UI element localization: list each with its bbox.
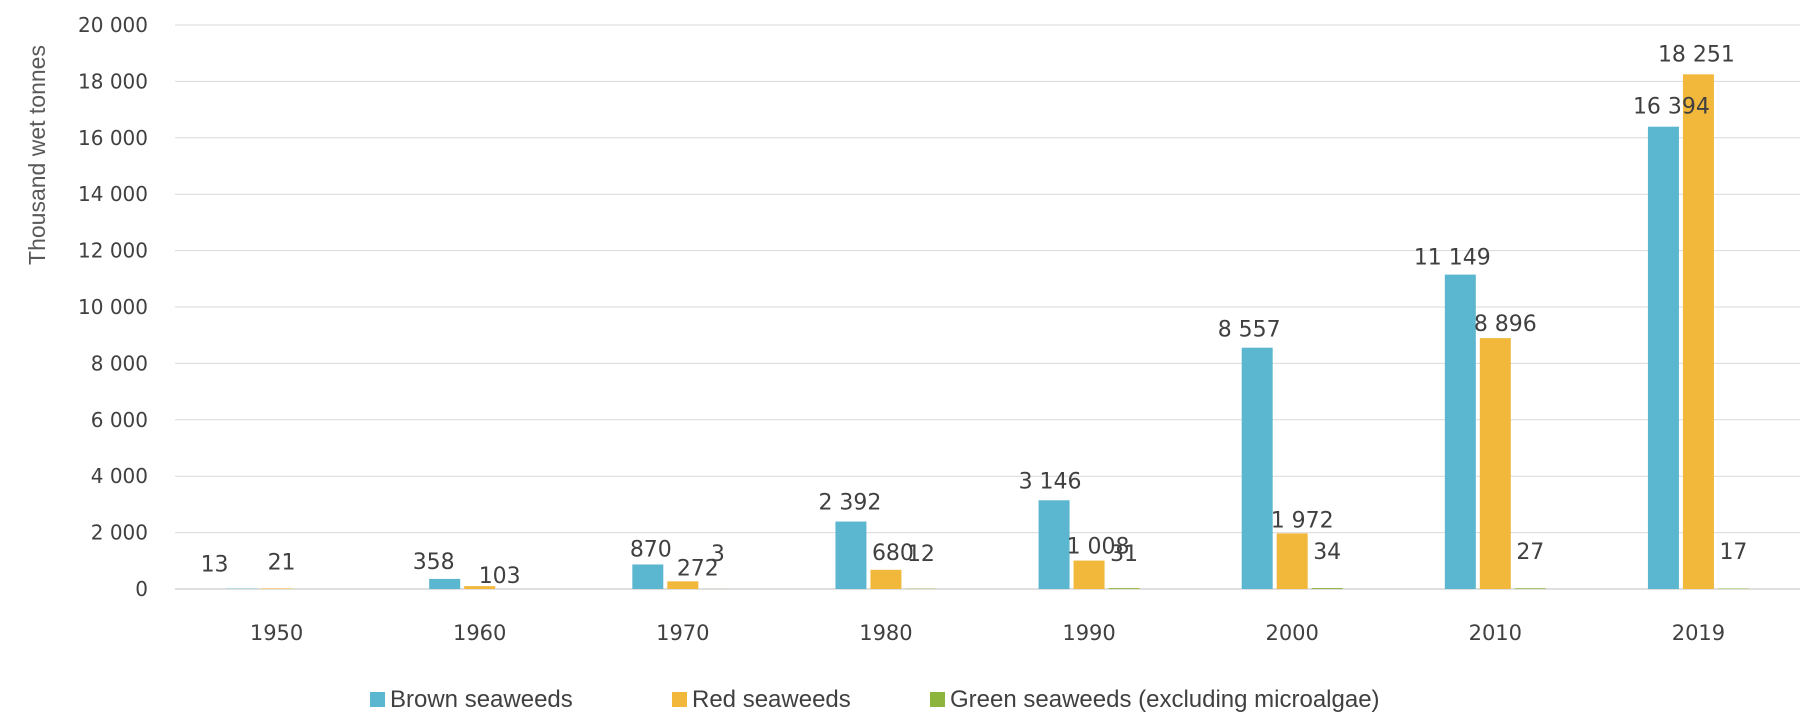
gridlines bbox=[175, 24, 1800, 590]
data-label: 8 896 bbox=[1474, 312, 1537, 337]
data-label: 11 149 bbox=[1414, 246, 1491, 271]
x-tick-label: 1960 bbox=[453, 621, 506, 645]
x-tick-label: 2019 bbox=[1672, 621, 1725, 645]
data-label: 3 bbox=[711, 542, 725, 567]
bar-brown-seaweeds-2010 bbox=[1444, 274, 1476, 589]
x-tick-label: 2010 bbox=[1469, 621, 1522, 645]
data-label: 1 972 bbox=[1271, 508, 1334, 533]
legend-swatch bbox=[370, 692, 385, 707]
data-label: 18 251 bbox=[1658, 42, 1735, 67]
bar-brown-seaweeds-2019 bbox=[1647, 126, 1679, 589]
data-label: 16 394 bbox=[1633, 95, 1710, 120]
bar-brown-seaweeds-2000 bbox=[1241, 347, 1273, 589]
data-label: 2 392 bbox=[818, 491, 881, 516]
y-tick-label: 20 000 bbox=[78, 13, 148, 37]
data-label: 21 bbox=[268, 550, 296, 575]
legend-swatch bbox=[672, 692, 687, 707]
bar-red-seaweeds-1970 bbox=[667, 581, 699, 589]
legend-label: Brown seaweeds bbox=[390, 686, 573, 713]
bar-red-seaweeds-2019 bbox=[1682, 74, 1714, 590]
bar-brown-seaweeds-1980 bbox=[835, 521, 867, 589]
data-label: 272 bbox=[677, 556, 719, 581]
bar-brown-seaweeds-1970 bbox=[632, 564, 664, 589]
x-tick-label: 2000 bbox=[1265, 621, 1318, 645]
data-label: 12 bbox=[907, 542, 935, 567]
y-tick-label: 2 000 bbox=[91, 521, 148, 545]
data-label: 680 bbox=[872, 541, 914, 566]
data-label: 8 557 bbox=[1218, 318, 1281, 343]
y-axis-ticks: 0 2 000 4 000 6 000 8 000 10 000 12 000 14 000 1… bbox=[78, 13, 148, 601]
y-tick-label: 10 000 bbox=[78, 295, 148, 319]
bar-green-seaweeds-excluding-microalgae-1990 bbox=[1108, 588, 1140, 589]
y-axis-title: Thousand wet tonnes bbox=[24, 45, 50, 265]
y-tick-label: 16 000 bbox=[78, 126, 148, 150]
x-tick-label: 1980 bbox=[859, 621, 912, 645]
y-tick-label: 0 bbox=[135, 577, 148, 601]
bar-red-seaweeds-2000 bbox=[1276, 533, 1308, 589]
bar-red-seaweeds-1990 bbox=[1073, 560, 1105, 589]
x-tick-label: 1950 bbox=[250, 621, 303, 645]
x-tick-label: 1990 bbox=[1062, 621, 1115, 645]
y-tick-label: 4 000 bbox=[91, 464, 148, 488]
bar-brown-seaweeds-1990 bbox=[1038, 500, 1070, 589]
data-label: 1 008 bbox=[1067, 535, 1130, 560]
bar-red-seaweeds-1950 bbox=[261, 588, 293, 589]
x-axis-ticks: 1950 1960 1970 1980 1990 2000 2010 2019 bbox=[250, 621, 1725, 645]
bar-red-seaweeds-1960 bbox=[464, 586, 496, 589]
bar-red-seaweeds-1980 bbox=[870, 569, 902, 589]
legend-swatch bbox=[930, 692, 945, 707]
data-label: 27 bbox=[1516, 540, 1544, 565]
bar-brown-seaweeds-1960 bbox=[429, 578, 461, 589]
data-label: 17 bbox=[1719, 540, 1747, 565]
x-tick-label: 1970 bbox=[656, 621, 709, 645]
y-tick-label: 18 000 bbox=[78, 69, 148, 93]
data-label: 31 bbox=[1110, 542, 1138, 567]
data-label: 870 bbox=[630, 537, 672, 562]
y-tick-label: 12 000 bbox=[78, 239, 148, 263]
data-label: 103 bbox=[479, 564, 521, 589]
y-tick-label: 6 000 bbox=[91, 408, 148, 432]
bar-green-seaweeds-excluding-microalgae-2010 bbox=[1514, 588, 1546, 589]
data-label: 13 bbox=[201, 553, 229, 578]
bar-green-seaweeds-excluding-microalgae-2000 bbox=[1311, 588, 1343, 589]
bars bbox=[226, 74, 1749, 590]
legend-label: Red seaweeds bbox=[692, 686, 851, 713]
y-tick-label: 14 000 bbox=[78, 182, 148, 206]
y-tick-label: 8 000 bbox=[91, 351, 148, 375]
bar-red-seaweeds-2010 bbox=[1479, 338, 1511, 589]
legend-label: Green seaweeds (excluding microalgae) bbox=[950, 686, 1380, 713]
data-label: 34 bbox=[1313, 540, 1341, 565]
data-label: 358 bbox=[413, 550, 455, 575]
legend: Brown seaweeds Red seaweeds Green seaweeds… bbox=[370, 686, 1380, 713]
data-label: 3 146 bbox=[1019, 469, 1082, 494]
